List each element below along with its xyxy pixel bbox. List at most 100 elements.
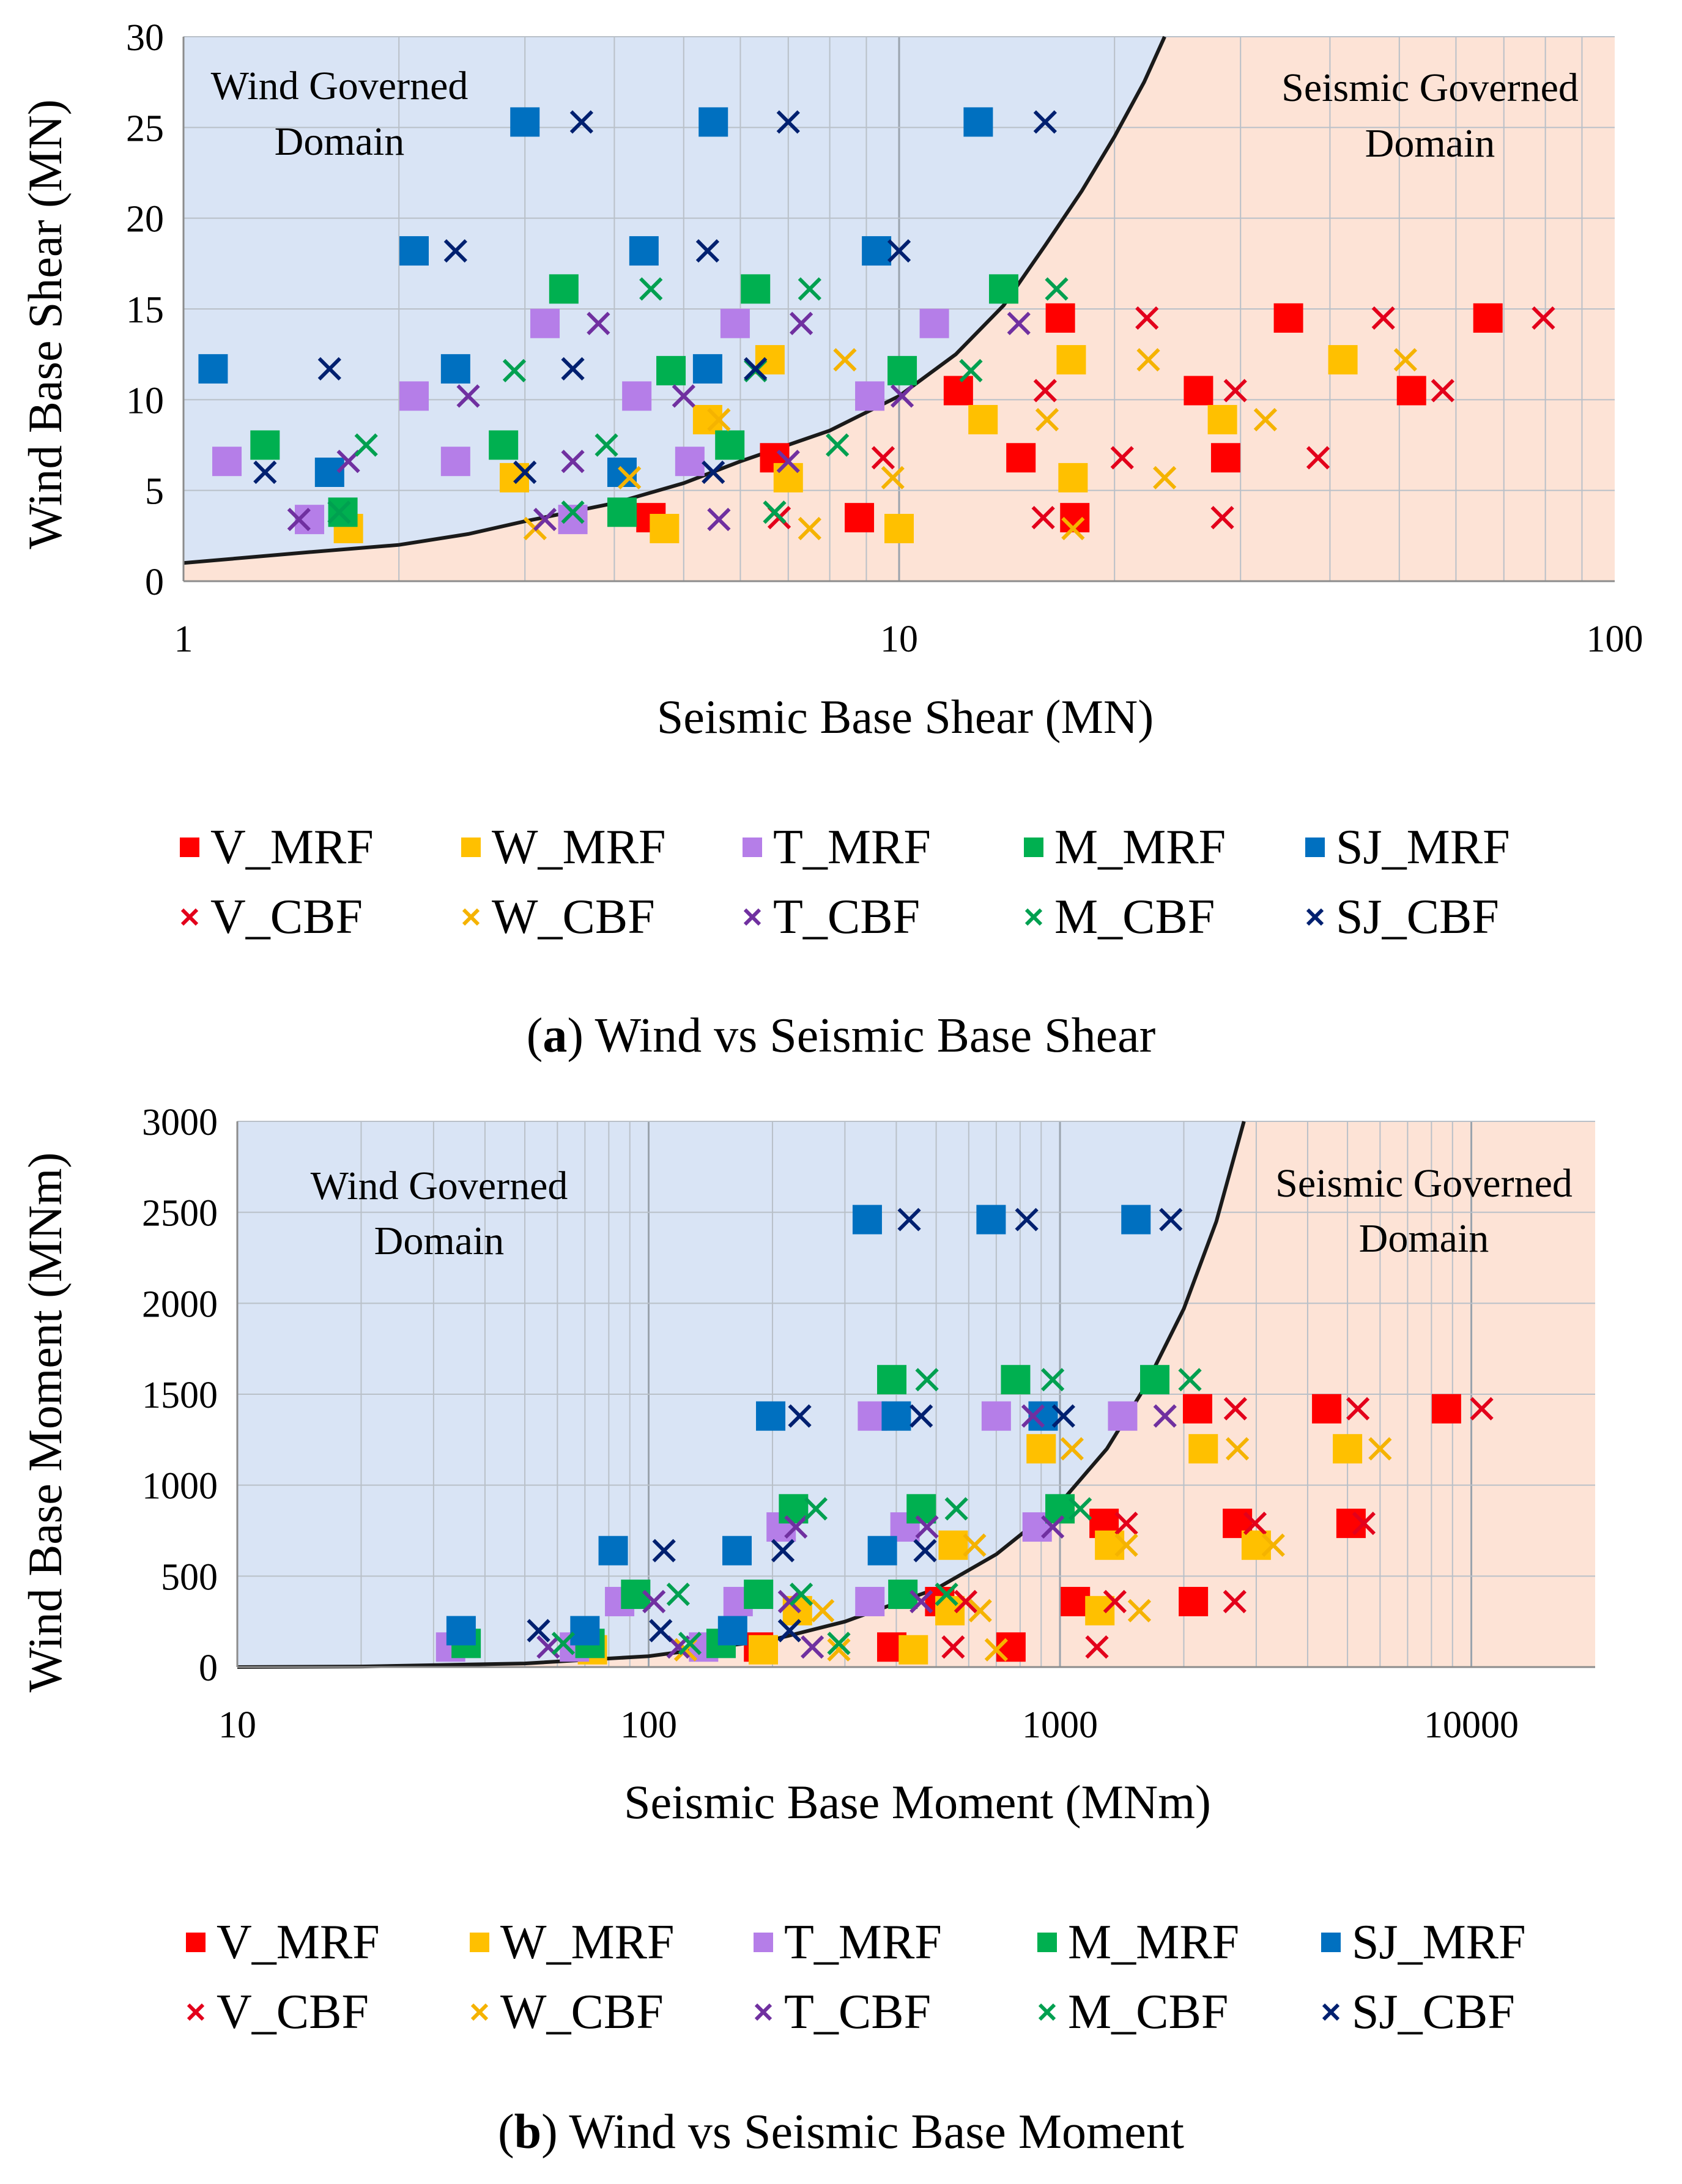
point-W_CBF (881, 466, 905, 490)
point-W_MRF (650, 513, 680, 543)
point-V_CBF (871, 446, 895, 470)
y-tick-label: 1500 (142, 1375, 218, 1416)
point-T_CBF (784, 1515, 808, 1539)
legend-label: SJ_MRF (1336, 820, 1510, 874)
legend-item-W_MRF: W_MRF (467, 1918, 751, 1967)
cross-stroke (744, 357, 768, 381)
seismic-domain-label-line1: Seismic Governed (1281, 65, 1579, 110)
legend-cross-marker (1021, 905, 1046, 929)
point-M_CBF (804, 1497, 828, 1521)
cross-stroke (1346, 1397, 1370, 1421)
point-T_CBF (1021, 1404, 1045, 1428)
legend-label: SJ_CBF (1352, 1985, 1515, 2039)
point-W_MRF (1026, 1434, 1056, 1464)
point-T_MRF (1108, 1401, 1138, 1431)
point-W_MRF (773, 462, 803, 492)
cross-stroke (1431, 379, 1454, 403)
legend-label: T_MRF (784, 1915, 942, 1969)
x-axis-title: Seismic Base Moment (MNm) (624, 1775, 1211, 1829)
point-V_CBF (1352, 1511, 1376, 1536)
point-V_MRF (1179, 1586, 1209, 1616)
point-T_CBF (1040, 1515, 1065, 1539)
point-T_MRF (530, 308, 560, 338)
cross-stroke (1031, 506, 1055, 530)
cross-stroke (1110, 446, 1134, 470)
point-M_CBF (1040, 1368, 1065, 1392)
point-V_MRF (1312, 1394, 1342, 1424)
point-SJ_MRF (446, 1616, 476, 1646)
cross-stroke (959, 358, 983, 382)
point-M_MRF (715, 430, 745, 460)
legend-item-V_MRF: V_MRF (183, 1918, 467, 1967)
legend-item-SJ_CBF: SJ_CBF (1319, 1988, 1602, 2037)
point-M_MRF (549, 274, 579, 304)
point-M_MRF (887, 355, 917, 385)
legend-square-marker (467, 1930, 492, 1955)
point-T_CBF (789, 311, 813, 335)
y-tick-label: 3000 (142, 1102, 218, 1143)
point-SJ_MRF (756, 1401, 786, 1431)
cross-stroke (1223, 1397, 1247, 1421)
cross-stroke (327, 500, 351, 524)
cross-stroke (777, 1589, 801, 1614)
cross-stroke (502, 358, 527, 382)
legend-item-T_MRF: T_MRF (751, 1918, 1035, 1967)
governing-boundary-curve (237, 1121, 1246, 1669)
point-SJ_MRF (862, 236, 892, 266)
point-SJ_CBF (897, 1208, 921, 1231)
y-tick-label: 10 (126, 380, 164, 422)
legend-item-T_CBF: T_CBF (740, 893, 1021, 942)
point-V_CBF (1223, 1397, 1247, 1421)
cross-stroke (1015, 1208, 1039, 1231)
caption-b: (b) Wind vs Seismic Base Moment (498, 2105, 1184, 2159)
point-SJ_CBF (513, 460, 537, 485)
point-SJ_CBF (649, 1619, 673, 1643)
point-T_MRF (440, 447, 470, 477)
cross-stroke (1135, 306, 1159, 330)
point-W_MRF (1207, 404, 1237, 434)
legend-item-SJ_MRF: SJ_MRF (1303, 823, 1584, 872)
point-SJ_CBF (569, 110, 593, 134)
point-M_CBF (327, 500, 351, 524)
point-SJ_CBF (695, 239, 720, 263)
point-T_MRF (558, 505, 588, 535)
cross-stroke (587, 311, 610, 335)
point-W_CBF (618, 466, 642, 490)
point-T_CBF (1007, 311, 1031, 335)
point-SJ_MRF (629, 236, 659, 266)
point-W_CBF (1127, 1599, 1152, 1622)
cross-stroke (678, 1632, 702, 1655)
legend-item-T_MRF: T_MRF (740, 823, 1021, 872)
point-V_MRF (1396, 376, 1426, 406)
legend-cross-marker (751, 2000, 776, 2024)
legend-item-W_CBF: W_CBF (467, 1988, 751, 2037)
point-W_CBF (1114, 1533, 1138, 1557)
point-SJ_MRF (722, 1536, 752, 1566)
point-V_MRF (1273, 303, 1303, 333)
point-V_CBF (1223, 1589, 1247, 1614)
point-M_CBF (666, 1582, 690, 1606)
point-T_MRF (212, 447, 242, 477)
point-W_MRF (898, 1635, 928, 1665)
point-W_MRF (1056, 345, 1086, 375)
cross-stroke (954, 1589, 978, 1614)
wind-region (183, 37, 1165, 563)
legend-label: M_MRF (1068, 1915, 1240, 1969)
cross-stroke (1103, 1589, 1127, 1614)
point-W_CBF (707, 407, 731, 432)
legend-square-marker (183, 1930, 208, 1955)
point-V_CBF (1431, 379, 1454, 403)
cross-stroke (1040, 1368, 1065, 1392)
point-M_MRF (906, 1494, 936, 1524)
point-V_MRF (1184, 376, 1213, 406)
governing-boundary-curve (183, 35, 1166, 565)
point-W_CBF (1035, 407, 1059, 432)
point-T_CBF (801, 1635, 824, 1659)
x-tick-label: 10 (218, 1704, 256, 1746)
point-SJ_MRF (976, 1205, 1006, 1235)
point-T_MRF (919, 308, 949, 338)
y-tick-label: 5 (145, 471, 164, 513)
y-tick-label: 2500 (142, 1193, 218, 1235)
point-SJ_MRF (198, 354, 228, 384)
x-tick-label: 1000 (1022, 1704, 1098, 1746)
